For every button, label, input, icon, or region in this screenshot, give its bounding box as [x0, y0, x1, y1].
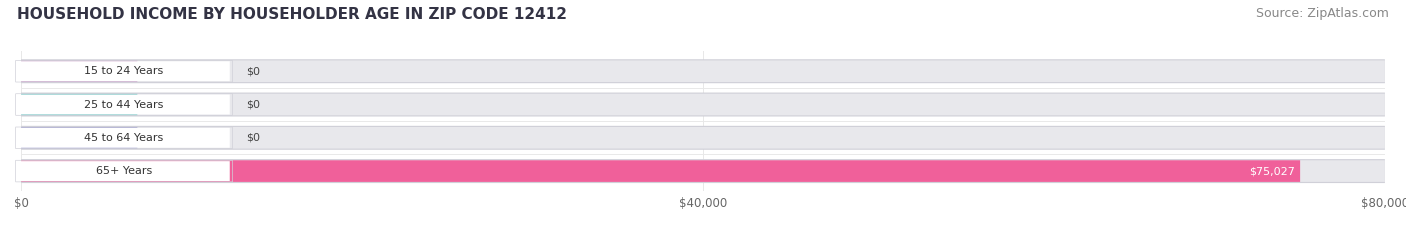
FancyBboxPatch shape [21, 160, 1301, 182]
FancyBboxPatch shape [21, 59, 1385, 83]
FancyBboxPatch shape [21, 93, 1385, 116]
Text: $0: $0 [246, 66, 260, 76]
Text: 65+ Years: 65+ Years [96, 166, 152, 176]
FancyBboxPatch shape [21, 160, 1385, 182]
Text: $0: $0 [246, 99, 260, 110]
Text: Source: ZipAtlas.com: Source: ZipAtlas.com [1256, 7, 1389, 20]
FancyBboxPatch shape [21, 159, 1385, 183]
Text: $75,027: $75,027 [1249, 166, 1295, 176]
FancyBboxPatch shape [21, 60, 138, 82]
FancyBboxPatch shape [21, 94, 1385, 115]
Text: $0: $0 [246, 133, 260, 143]
Text: 25 to 44 Years: 25 to 44 Years [84, 99, 163, 110]
FancyBboxPatch shape [18, 128, 229, 148]
FancyBboxPatch shape [18, 95, 229, 114]
FancyBboxPatch shape [21, 127, 138, 149]
Text: 15 to 24 Years: 15 to 24 Years [84, 66, 163, 76]
FancyBboxPatch shape [21, 126, 1385, 150]
FancyBboxPatch shape [21, 127, 1385, 149]
FancyBboxPatch shape [21, 94, 138, 115]
FancyBboxPatch shape [18, 61, 229, 81]
FancyBboxPatch shape [21, 60, 1385, 82]
FancyBboxPatch shape [18, 161, 229, 181]
Text: HOUSEHOLD INCOME BY HOUSEHOLDER AGE IN ZIP CODE 12412: HOUSEHOLD INCOME BY HOUSEHOLDER AGE IN Z… [17, 7, 567, 22]
Text: 45 to 64 Years: 45 to 64 Years [84, 133, 163, 143]
